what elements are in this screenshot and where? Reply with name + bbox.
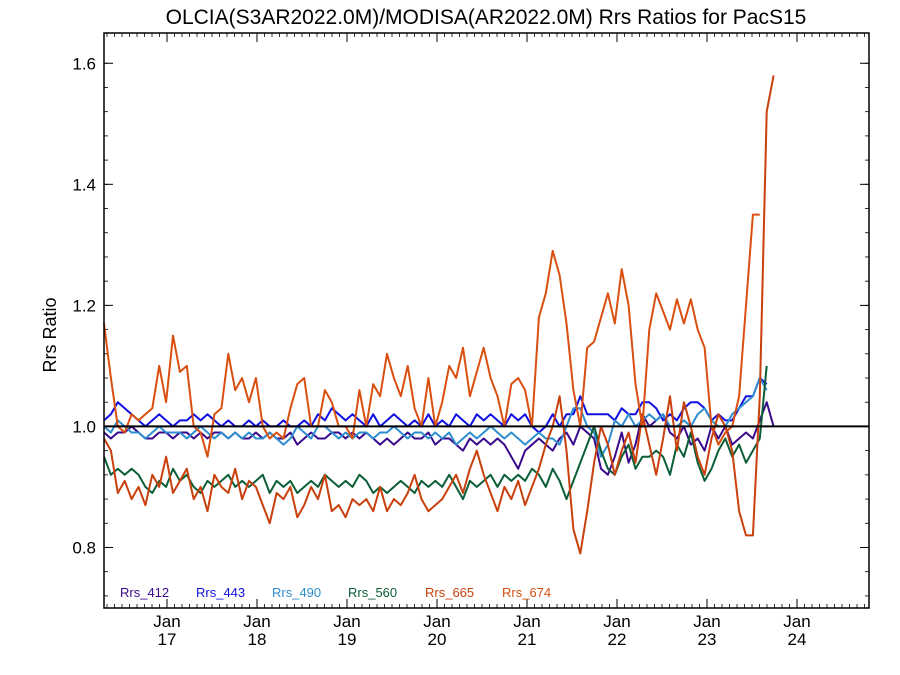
series-line-rrs_665 <box>103 75 775 555</box>
x-tick-year-label: 21 <box>518 630 537 649</box>
x-tick-year-label: 17 <box>158 630 177 649</box>
x-tick-month-label: Jan <box>153 612 180 631</box>
x-tick-month-label: Jan <box>243 612 270 631</box>
legend-label-rrs_412: Rrs_412 <box>120 585 169 600</box>
legend-label-rrs_443: Rrs_443 <box>196 585 245 600</box>
x-tick-month-label: Jan <box>423 612 450 631</box>
x-tick-year-label: 19 <box>338 630 357 649</box>
y-tick-label: 1.2 <box>72 296 96 315</box>
x-tick-month-label: Jan <box>783 612 810 631</box>
y-tick-label: 1.6 <box>72 54 96 73</box>
x-tick-year-label: 24 <box>788 630 807 649</box>
y-tick-label: 0.8 <box>72 538 96 557</box>
series-line-rrs_490 <box>103 377 768 458</box>
legend: Rrs_412 Rrs_443 Rrs_490 Rrs_560 Rrs_665 Rrs_6… <box>120 585 551 600</box>
y-tick-label: 1.0 <box>72 417 96 436</box>
plot-area: 0.81.01.21.41.6Jan17Jan18Jan19Jan20Jan21… <box>72 33 869 649</box>
chart-title: OLCIA(S3AR2022.0M)/MODISA(AR2022.0M) Rrs… <box>166 6 807 29</box>
x-tick-month-label: Jan <box>603 612 630 631</box>
x-tick-year-label: 18 <box>248 630 267 649</box>
x-tick-year-label: 23 <box>698 630 717 649</box>
series-line-rrs_560 <box>103 365 768 501</box>
plot-frame <box>103 32 870 609</box>
x-tick-month-label: Jan <box>513 612 540 631</box>
series-line-rrs_674 <box>103 213 760 458</box>
legend-label-rrs_674: Rrs_674 <box>502 585 551 600</box>
y-tick-label: 1.4 <box>72 175 96 194</box>
legend-label-rrs_490: Rrs_490 <box>272 585 321 600</box>
x-tick-month-label: Jan <box>333 612 360 631</box>
legend-label-rrs_665: Rrs_665 <box>425 585 474 600</box>
y-axis-label: Rrs Ratio <box>40 297 60 372</box>
x-tick-month-label: Jan <box>693 612 720 631</box>
legend-label-rrs_560: Rrs_560 <box>348 585 397 600</box>
x-tick-year-label: 20 <box>428 630 447 649</box>
x-tick-year-label: 22 <box>608 630 627 649</box>
